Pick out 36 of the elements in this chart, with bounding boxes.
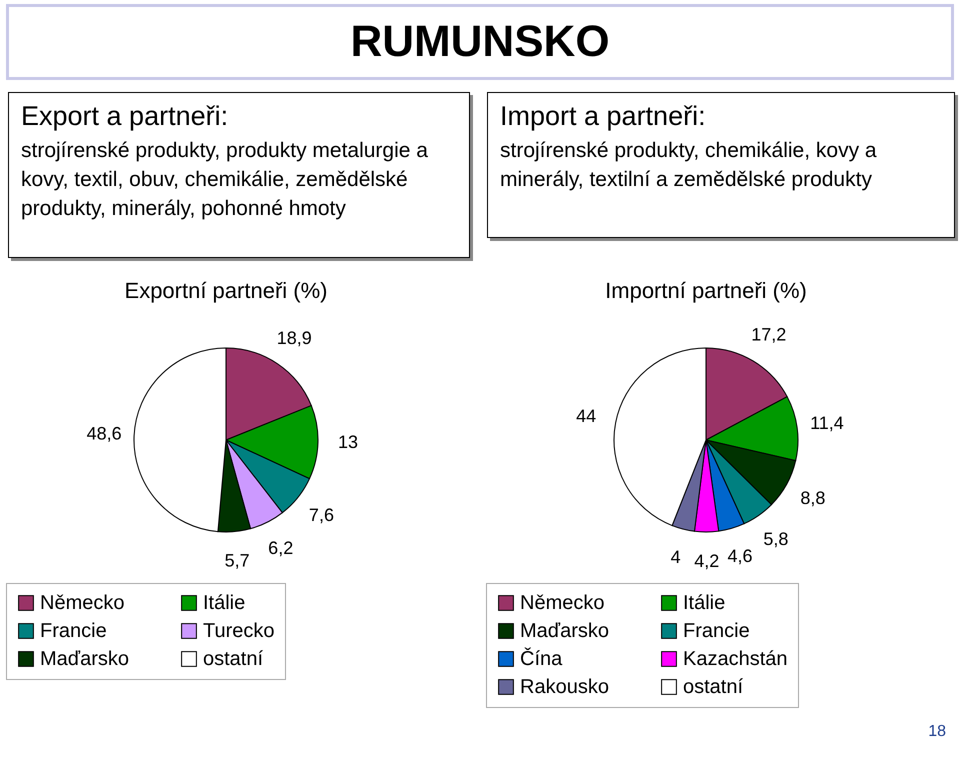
legend-label: Itálie — [683, 592, 726, 614]
legend-label: Německo — [520, 592, 604, 614]
data-label: 6,2 — [268, 538, 294, 558]
data-label: 18,9 — [276, 328, 312, 348]
legend-label: Francie — [683, 620, 750, 642]
chart-title: Importní partneři (%) — [605, 278, 807, 303]
legend-label: ostatní — [683, 676, 744, 698]
legend-label: Kazachstán — [683, 648, 788, 670]
legend-label: Čína — [520, 647, 564, 670]
legend-label: Maďarsko — [40, 648, 129, 670]
data-label: 8,8 — [800, 488, 826, 508]
legend-label: ostatní — [203, 648, 264, 670]
text: Export a partneři: — [21, 101, 230, 132]
text: RUMUNSKO — [349, 17, 611, 67]
data-label: 13 — [338, 432, 358, 452]
legend-label: Maďarsko — [520, 620, 609, 642]
data-label: 4 — [670, 547, 681, 568]
text: 18 — [928, 723, 946, 741]
data-label: 4,2 — [694, 551, 720, 571]
text: Import a partneři: — [500, 101, 707, 132]
data-label: 48,6 — [86, 424, 122, 444]
data-label: 7,6 — [308, 504, 334, 525]
data-label: 44 — [576, 406, 596, 426]
legend-label: Turecko — [203, 620, 275, 642]
data-label: 11,4 — [810, 412, 844, 433]
chart-title: Exportní partneři (%) — [124, 278, 328, 303]
text: strojírenské produkty, chemikálie, kovy a minerály, textilní a zemědělské produkty — [500, 138, 878, 193]
legend-label: Itálie — [203, 592, 246, 614]
text: strojírenské produkty, produkty metalurgie a kovy, textil, obuv, chemikálie, zemědělské produkty, minerály, pohonné hmoty — [21, 138, 429, 222]
data-label: 17,2 — [751, 324, 786, 344]
data-label: 4,6 — [728, 546, 753, 566]
legend-label: Francie — [40, 620, 107, 642]
data-label: 5,8 — [763, 529, 788, 550]
legend-label: Rakousko — [520, 676, 609, 698]
legend-label: Německo — [40, 592, 124, 614]
data-label: 5,7 — [224, 550, 250, 570]
